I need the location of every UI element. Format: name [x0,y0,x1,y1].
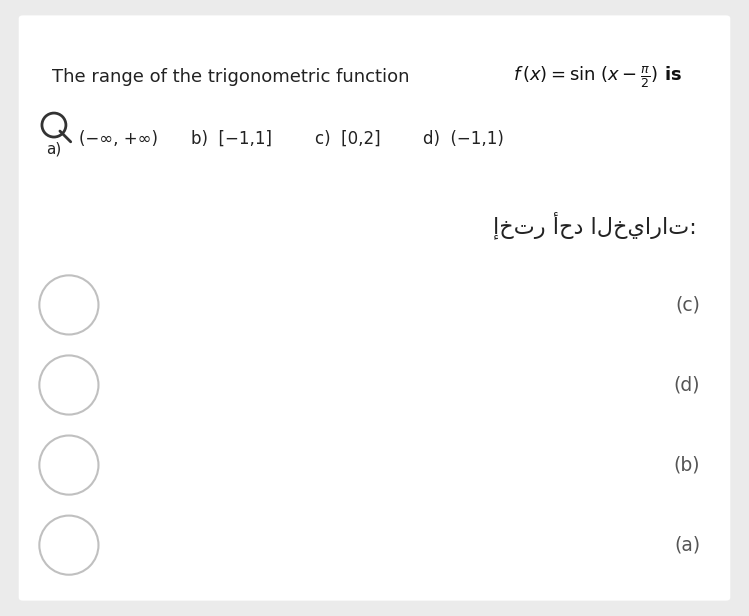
Text: (b): (b) [674,456,700,474]
Text: (−∞, +∞): (−∞, +∞) [79,129,157,148]
Text: $f\,(x) = \sin\,(x - \frac{\pi}{2})$ is: $f\,(x) = \sin\,(x - \frac{\pi}{2})$ is [513,64,682,90]
Text: إختر أحد الخيارات:: إختر أحد الخيارات: [493,211,697,238]
Text: (d): (d) [674,376,700,394]
Text: The range of the trigonometric function: The range of the trigonometric function [52,68,416,86]
Text: c)  [0,2]: c) [0,2] [315,129,380,148]
FancyBboxPatch shape [19,15,730,601]
Text: a): a) [46,142,61,156]
Text: (c): (c) [676,296,700,314]
Text: (a): (a) [674,536,700,554]
Text: b)  [−1,1]: b) [−1,1] [191,129,272,148]
Text: d)  (−1,1): d) (−1,1) [423,129,504,148]
